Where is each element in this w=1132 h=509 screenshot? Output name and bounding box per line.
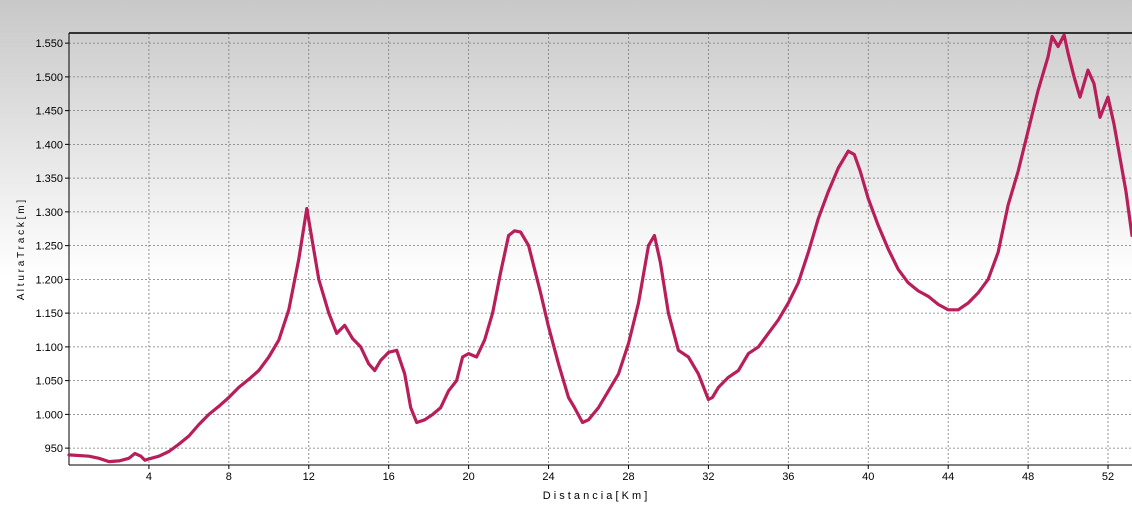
y-tick-label: 1.150 bbox=[35, 308, 63, 320]
axis-layer bbox=[68, 32, 1132, 466]
x-tick-label: 4 bbox=[146, 471, 152, 483]
x-tick-label: 12 bbox=[303, 471, 315, 483]
x-tick-label: 48 bbox=[1022, 471, 1034, 483]
y-tick-label: 1.300 bbox=[35, 207, 63, 219]
y-tick-label: 950 bbox=[45, 443, 63, 455]
y-tick-label: 1.400 bbox=[35, 139, 63, 151]
x-tick-label: 28 bbox=[622, 471, 634, 483]
y-tick-label: 1.500 bbox=[35, 72, 63, 84]
y-tick-label: 1.100 bbox=[35, 342, 63, 354]
x-tick-label: 24 bbox=[542, 471, 554, 483]
y-tick-label: 1.550 bbox=[35, 38, 63, 50]
x-tick-label: 20 bbox=[462, 471, 474, 483]
x-tick-label: 40 bbox=[862, 471, 874, 483]
y-axis-label: A l t u r a T r a c k [ m ] bbox=[16, 200, 27, 300]
x-tick-label: 36 bbox=[782, 471, 794, 483]
y-tick-label: 1.450 bbox=[35, 106, 63, 118]
x-axis-label: D i s t a n c i a [ K m ] bbox=[543, 490, 648, 502]
x-tick-label: 44 bbox=[942, 471, 954, 483]
x-tick-label: 8 bbox=[226, 471, 232, 483]
y-tick-label: 1.200 bbox=[35, 274, 63, 286]
elevation-series-line bbox=[67, 33, 1132, 464]
x-ticks-layer: 4 8 12 16 20 24 28 32 36 40 44 48 52 bbox=[146, 465, 1114, 483]
x-tick-label: 52 bbox=[1102, 471, 1114, 483]
y-tick-label: 1.350 bbox=[35, 173, 63, 185]
y-ticks-layer: 950 1.000 1.050 1.100 1.150 1.200 1.250 1.300 1.… bbox=[35, 38, 69, 455]
y-tick-label: 1.250 bbox=[35, 241, 63, 253]
x-tick-label: 32 bbox=[702, 471, 714, 483]
x-tick-label: 16 bbox=[383, 471, 395, 483]
y-tick-label: 1.050 bbox=[35, 376, 63, 388]
y-tick-label: 1.000 bbox=[35, 409, 63, 421]
